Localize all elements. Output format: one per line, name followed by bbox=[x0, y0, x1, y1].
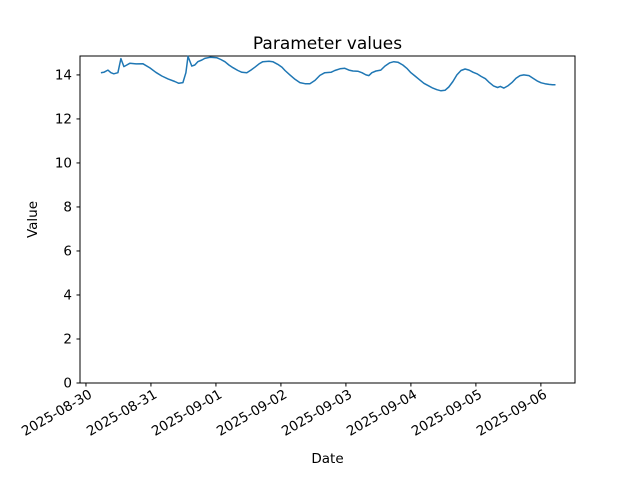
chart-title: Parameter values bbox=[253, 34, 402, 54]
x-axis-label: Date bbox=[311, 451, 343, 467]
x-tick-label: 2025-09-05 bbox=[409, 387, 485, 440]
y-tick-label: 2 bbox=[63, 331, 72, 347]
x-tick-label: 2025-09-02 bbox=[214, 387, 290, 440]
y-axis-label: Value bbox=[25, 201, 41, 238]
y-tick-label: 0 bbox=[63, 376, 72, 392]
series-line bbox=[100, 55, 556, 92]
x-axis-ticks: 2025-08-302025-08-312025-09-012025-09-02… bbox=[19, 383, 550, 440]
y-tick-label: 6 bbox=[63, 243, 72, 259]
x-tick-label: 2025-09-01 bbox=[149, 387, 225, 440]
x-tick-label: 2025-09-03 bbox=[279, 387, 355, 440]
y-tick-label: 10 bbox=[55, 155, 72, 171]
y-axis-ticks: 0 2 4 6 8 10 12 14 bbox=[55, 67, 80, 392]
y-tick-label: 4 bbox=[63, 287, 72, 303]
y-tick-label: 12 bbox=[55, 111, 72, 127]
x-tick-label: 2025-08-31 bbox=[84, 387, 160, 440]
series-group bbox=[100, 55, 556, 92]
y-tick-label: 8 bbox=[63, 199, 72, 215]
x-tick-label: 2025-09-06 bbox=[474, 387, 550, 440]
x-tick-label: 2025-09-04 bbox=[344, 387, 420, 440]
plot-border bbox=[79, 55, 576, 384]
x-tick-label: 2025-08-30 bbox=[19, 387, 95, 440]
y-tick-label: 14 bbox=[55, 67, 72, 83]
